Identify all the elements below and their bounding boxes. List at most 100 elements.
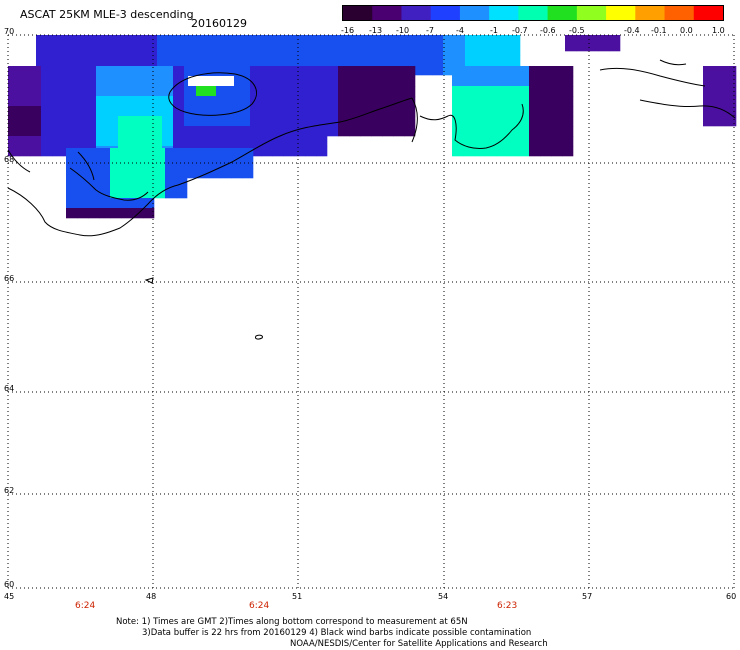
swath-cell — [261, 136, 273, 147]
swath-cell — [360, 76, 372, 87]
swath-cell — [36, 35, 48, 46]
swath-cell — [132, 148, 144, 159]
colorbar-label-11: 0.0 — [680, 26, 693, 35]
swath-cell — [99, 148, 111, 159]
swath-cell — [518, 126, 530, 137]
swath-cell — [463, 86, 475, 97]
swath-cell — [77, 178, 89, 189]
swath-cell — [540, 76, 552, 87]
swath-cell — [349, 116, 361, 127]
swath-cell — [443, 35, 455, 46]
colorbar-border — [342, 5, 724, 21]
pass-time-3: 6:23 — [497, 601, 518, 611]
swath-cell — [157, 35, 169, 46]
swath-cell — [294, 76, 306, 87]
swath-cell — [176, 148, 188, 159]
swath-cell — [41, 116, 53, 127]
swath-cell — [382, 106, 394, 117]
swath-cell — [476, 35, 488, 46]
swath-cell — [250, 116, 262, 127]
swath-cell — [157, 55, 169, 66]
swath-cell — [388, 55, 400, 66]
swath-cell — [421, 65, 433, 76]
swath-cell — [143, 188, 155, 199]
swath-cell — [154, 178, 166, 189]
swath-cell — [562, 116, 574, 127]
swath-cell — [421, 55, 433, 66]
pass-time-2: 6:24 — [249, 601, 270, 611]
swath-cell — [452, 86, 464, 97]
swath-cell — [66, 158, 78, 169]
swath-cell — [96, 76, 108, 87]
swath-cell — [344, 35, 356, 46]
swath-cell — [99, 198, 111, 209]
swath-cell — [338, 86, 350, 97]
swath-cell — [316, 146, 328, 157]
swath-cell — [360, 86, 372, 97]
swath-cell — [184, 136, 196, 147]
swath-cell — [187, 148, 199, 159]
swath-cell — [485, 146, 497, 157]
swath-cell — [498, 55, 510, 66]
colorbar-label-1: -13 — [369, 26, 383, 35]
colorbar-swatch — [518, 6, 549, 20]
swath-cell — [371, 86, 383, 97]
swath-cell — [382, 116, 394, 127]
swath-cell — [107, 136, 119, 147]
swath-cell — [173, 66, 185, 77]
swath-cell — [465, 45, 477, 56]
swath-cell — [349, 86, 361, 97]
swath-cell — [132, 158, 144, 169]
swath-cell — [206, 106, 218, 117]
swath-cell — [507, 136, 519, 147]
swath-cell — [162, 106, 174, 117]
swath-cell — [261, 66, 273, 77]
swath-cell — [118, 106, 130, 117]
swath-cell — [41, 146, 53, 157]
swath-cell — [195, 136, 207, 147]
swath-cell — [80, 35, 92, 46]
swath-cell — [173, 76, 185, 87]
swath-cell — [366, 35, 378, 46]
swath-cell — [173, 126, 185, 137]
swath-cell — [540, 86, 552, 97]
swath-cell — [432, 45, 444, 56]
swath-cell — [316, 76, 328, 87]
swath-cell — [91, 35, 103, 46]
swath-cell — [509, 35, 521, 46]
swath-cell — [360, 96, 372, 107]
swath-cell — [52, 66, 64, 77]
lon-label-60: 60 — [726, 592, 737, 601]
swath-cell — [283, 116, 295, 127]
swath-cell — [333, 45, 345, 56]
swath-cell — [41, 76, 53, 87]
swath-cell — [551, 126, 563, 137]
swath-cell — [110, 178, 122, 189]
colorbar-label-0: -16 — [341, 26, 355, 35]
swath-cell — [283, 126, 295, 137]
swath-cell — [88, 148, 100, 159]
colorbar-label-9: -0.4 — [624, 26, 640, 35]
swath-cell — [74, 76, 86, 87]
swath-cell — [529, 116, 541, 127]
lat-label-64: 64 — [4, 384, 15, 393]
swath-cell — [8, 126, 20, 137]
swath-cell — [176, 188, 188, 199]
swath-cell — [562, 136, 574, 147]
swath-cell — [529, 126, 541, 137]
swath-cell — [311, 35, 323, 46]
swath-cell — [129, 126, 141, 137]
swath-cell — [714, 116, 726, 127]
swath-cell — [96, 66, 108, 77]
swath-cell — [63, 136, 75, 147]
swath-cell — [327, 116, 339, 127]
swath-cell — [52, 86, 64, 97]
swath-cell — [135, 55, 147, 66]
swath-cell — [184, 126, 196, 137]
swath-cell — [256, 45, 268, 56]
swath-cell — [272, 66, 284, 77]
swath-cell — [443, 45, 455, 56]
swath-cell — [410, 55, 422, 66]
swath-cell — [118, 86, 130, 97]
swath-cell — [725, 76, 737, 87]
